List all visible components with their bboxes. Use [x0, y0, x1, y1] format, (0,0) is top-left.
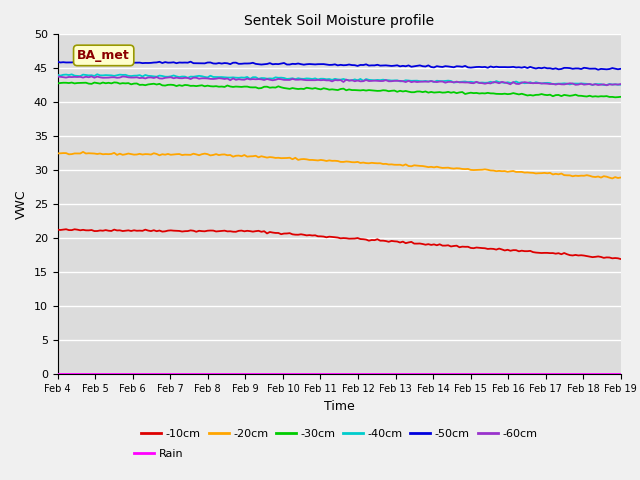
X-axis label: Time: Time — [324, 400, 355, 413]
Legend: Rain: Rain — [130, 444, 188, 464]
Y-axis label: VWC: VWC — [15, 189, 28, 219]
Title: Sentek Soil Moisture profile: Sentek Soil Moisture profile — [244, 14, 435, 28]
Text: BA_met: BA_met — [77, 49, 130, 62]
